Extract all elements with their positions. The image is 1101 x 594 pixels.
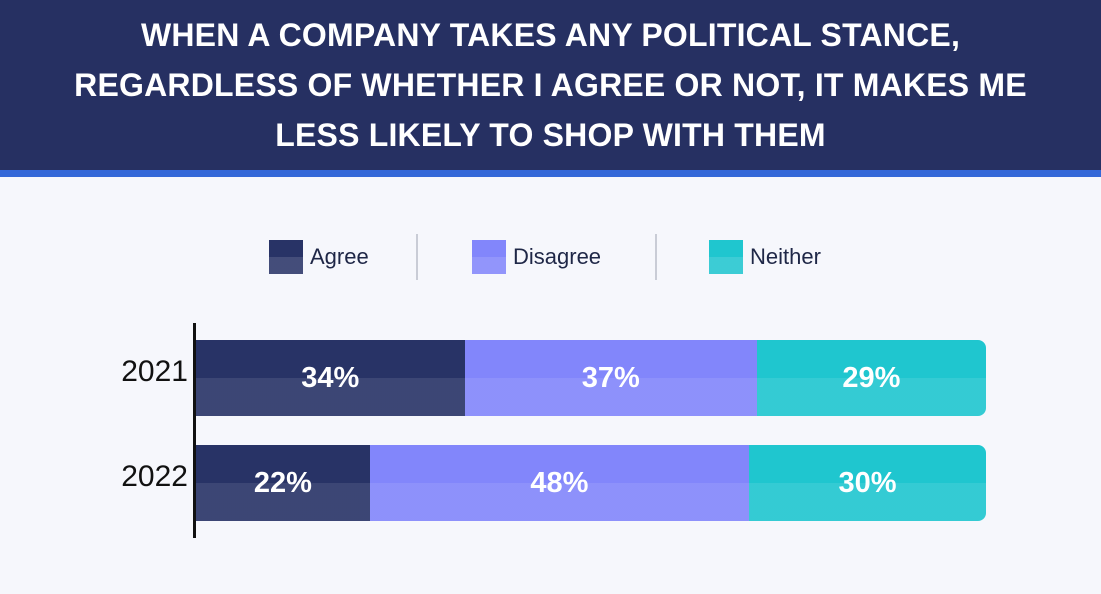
legend-label-neither: Neither <box>750 244 821 269</box>
bar-segment-agree-2022: 22% <box>196 445 370 521</box>
header-accent-rule <box>0 170 1101 177</box>
header-banner: When a company takes any political stanc… <box>0 0 1101 170</box>
data-label-agree-2021: 34% <box>301 361 360 394</box>
data-label-neither-2022: 30% <box>838 466 897 499</box>
bar-segment-disagree-2021: 37% <box>464 340 757 416</box>
category-axis-line <box>193 323 196 538</box>
bar-segment-disagree-2022: 48% <box>369 445 749 521</box>
bar-segment-neither-2022: 30% <box>748 445 986 521</box>
legend-item-disagree: Disagree <box>472 240 601 274</box>
legend-item-agree: Agree <box>269 240 369 274</box>
category-label-2022: 2022 <box>121 460 188 493</box>
chart-title: When a company takes any political stanc… <box>74 17 1027 153</box>
legend-divider <box>655 234 657 280</box>
data-label-agree-2022: 22% <box>253 466 312 499</box>
legend: Agree Disagree Neither <box>0 234 1101 280</box>
legend-label-disagree: Disagree <box>513 244 602 269</box>
data-label-disagree-2021: 37% <box>581 361 640 394</box>
legend-label-agree: Agree <box>310 244 369 269</box>
data-label-disagree-2022: 48% <box>530 466 589 499</box>
bar-row-2021: 34% 37% 29% <box>196 340 986 416</box>
category-label-2021: 2021 <box>121 355 188 388</box>
legend-swatch-disagree <box>472 240 506 274</box>
legend-swatch-agree <box>269 240 303 274</box>
bar-segment-agree-2021: 34% <box>196 340 465 416</box>
bar-row-2022: 22% 48% 30% <box>196 445 986 521</box>
legend-swatch-neither <box>709 240 743 274</box>
data-label-neither-2021: 29% <box>842 361 901 394</box>
bar-segment-neither-2021: 29% <box>756 340 986 416</box>
legend-item-neither: Neither <box>709 240 821 274</box>
legend-divider <box>416 234 418 280</box>
